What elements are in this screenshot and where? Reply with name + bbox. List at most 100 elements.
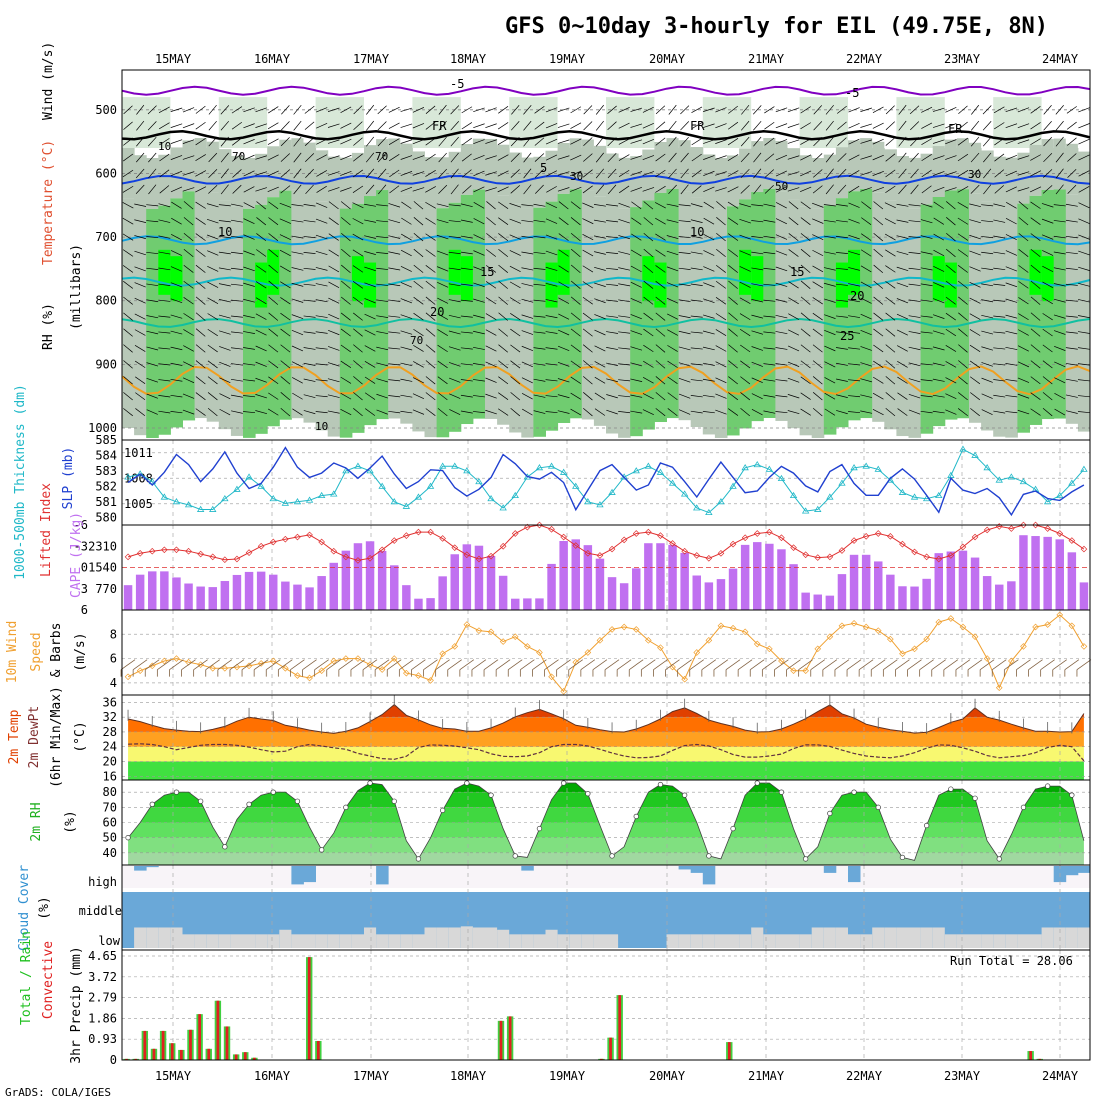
wind-barb bbox=[848, 138, 860, 145]
rh-contour-label: 70 bbox=[410, 334, 423, 347]
wind-barb bbox=[993, 331, 1006, 334]
wind-barb bbox=[994, 137, 1005, 146]
wind-barb bbox=[837, 137, 847, 146]
wind-barb bbox=[983, 168, 992, 179]
wind-barb bbox=[183, 280, 194, 289]
date-label-top: 24MAY bbox=[1042, 52, 1079, 66]
wind-barb bbox=[377, 152, 387, 163]
wind-barb bbox=[315, 363, 328, 366]
wind-barb bbox=[364, 251, 376, 255]
wind-barb bbox=[716, 217, 726, 226]
wind-barb bbox=[740, 168, 750, 178]
rh-cell bbox=[787, 199, 801, 429]
wind-barb bbox=[207, 344, 218, 353]
wind-barb bbox=[848, 122, 860, 129]
wind-barb bbox=[315, 299, 328, 303]
wind-barb bbox=[231, 106, 243, 114]
wind-barb bbox=[582, 344, 593, 353]
wind-marker bbox=[753, 640, 761, 648]
li-marker bbox=[729, 540, 737, 548]
wind-barb bbox=[825, 136, 834, 147]
wind-barb bbox=[969, 360, 981, 369]
wind-barb bbox=[170, 378, 183, 382]
wind-marker bbox=[1056, 611, 1064, 619]
cloud-cell-high bbox=[702, 866, 716, 885]
wind-barb bbox=[800, 280, 811, 289]
wind-barb bbox=[558, 313, 570, 320]
wind-barb bbox=[268, 280, 279, 289]
wind-barb bbox=[218, 314, 231, 319]
wind-barb bbox=[1055, 168, 1064, 179]
wind-barb bbox=[993, 203, 1006, 208]
wind-barb bbox=[256, 201, 267, 210]
wind-barb bbox=[510, 392, 521, 401]
wind-barb bbox=[220, 136, 229, 147]
wind-barb bbox=[993, 410, 1006, 414]
wind-barb bbox=[545, 154, 558, 161]
wind-barb bbox=[873, 264, 884, 274]
wind-barb bbox=[606, 252, 619, 254]
wind-barb bbox=[412, 139, 425, 145]
wind-barb bbox=[557, 139, 570, 144]
cloud-clear-low bbox=[448, 927, 462, 948]
wind-barb bbox=[583, 121, 593, 131]
wind-barb bbox=[460, 315, 473, 318]
wind-barb bbox=[303, 283, 316, 286]
wind-barb bbox=[1043, 121, 1052, 131]
wind-barb-10m bbox=[580, 659, 596, 670]
wind-barb bbox=[376, 393, 388, 399]
wind-barb bbox=[666, 235, 679, 240]
wind-barb bbox=[908, 236, 921, 239]
thickness-marker bbox=[826, 493, 834, 500]
rh-cell bbox=[932, 196, 946, 427]
wind-barb bbox=[630, 107, 643, 112]
wind-barb bbox=[498, 360, 509, 369]
wind-barb bbox=[824, 298, 836, 303]
li-marker bbox=[874, 530, 882, 537]
wind-barb bbox=[437, 360, 448, 369]
cloud-clear-low bbox=[339, 934, 353, 948]
wind-barb bbox=[630, 233, 642, 241]
wind-barb bbox=[448, 362, 461, 367]
wind-barb bbox=[666, 203, 679, 207]
wind-barb bbox=[643, 312, 654, 321]
wind-barb bbox=[606, 204, 619, 207]
rh-marker bbox=[246, 801, 252, 807]
wind-barb bbox=[557, 123, 570, 128]
cloud-clear-low bbox=[690, 934, 704, 948]
wind-barb bbox=[449, 393, 461, 399]
wind-barb bbox=[498, 248, 509, 258]
wind-barb bbox=[703, 107, 715, 112]
precip-convective-bar bbox=[243, 1052, 247, 1060]
wind-barb bbox=[1018, 297, 1029, 305]
wind-barb bbox=[775, 186, 787, 193]
cape-bar bbox=[281, 581, 290, 610]
precip-convective-bar bbox=[499, 1020, 503, 1060]
wind-barb bbox=[134, 250, 146, 256]
wind-marker bbox=[318, 667, 325, 675]
wind-barb bbox=[267, 186, 279, 193]
wind-barb bbox=[1055, 184, 1064, 195]
wind-barb bbox=[448, 220, 461, 223]
wind-barb bbox=[1030, 296, 1041, 305]
wind-barb bbox=[230, 315, 243, 318]
cape-bar bbox=[474, 545, 484, 610]
wind-barb bbox=[690, 347, 703, 350]
wind-barb bbox=[219, 330, 231, 335]
wind-barb bbox=[570, 138, 582, 145]
cape-bar bbox=[958, 550, 968, 610]
wind-barb bbox=[606, 299, 619, 302]
wind-barb bbox=[678, 251, 691, 255]
wind-barb-10m bbox=[471, 659, 487, 670]
thickness-marker bbox=[196, 505, 205, 512]
wind-barb bbox=[885, 360, 896, 369]
wind-barb bbox=[910, 152, 919, 163]
li-marker bbox=[294, 533, 301, 541]
thickness-marker bbox=[680, 490, 689, 497]
wind-barb bbox=[268, 106, 279, 114]
wind-barb bbox=[606, 347, 619, 350]
wind-barb bbox=[860, 394, 873, 398]
wind-barb bbox=[812, 265, 824, 273]
wind-marker bbox=[693, 649, 701, 656]
